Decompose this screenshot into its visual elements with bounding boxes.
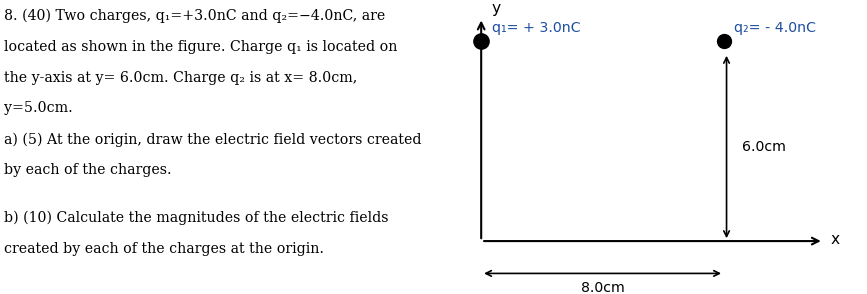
Text: y=5.0cm.: y=5.0cm. [4,101,73,116]
Text: q₂= - 4.0nC: q₂= - 4.0nC [734,21,817,35]
Text: x: x [831,232,840,247]
Text: located as shown in the figure. Charge q₁ is located on: located as shown in the figure. Charge q… [4,40,398,54]
Text: q₁= + 3.0nC: q₁= + 3.0nC [492,21,580,35]
Text: created by each of the charges at the origin.: created by each of the charges at the or… [4,242,324,256]
Text: a) (5) At the origin, draw the electric field vectors created: a) (5) At the origin, draw the electric … [4,132,422,147]
Text: b) (10) Calculate the magnitudes of the electric fields: b) (10) Calculate the magnitudes of the … [4,211,388,225]
Text: 8. (40) Two charges, q₁=+3.0nC and q₂=−4.0nC, are: 8. (40) Two charges, q₁=+3.0nC and q₂=−4… [4,9,386,23]
Text: 6.0cm: 6.0cm [742,140,786,154]
Text: y: y [492,1,501,16]
Text: by each of the charges.: by each of the charges. [4,163,172,177]
Text: the y-axis at y= 6.0cm. Charge q₂ is at x= 8.0cm,: the y-axis at y= 6.0cm. Charge q₂ is at … [4,71,357,85]
Text: 8.0cm: 8.0cm [581,281,624,294]
